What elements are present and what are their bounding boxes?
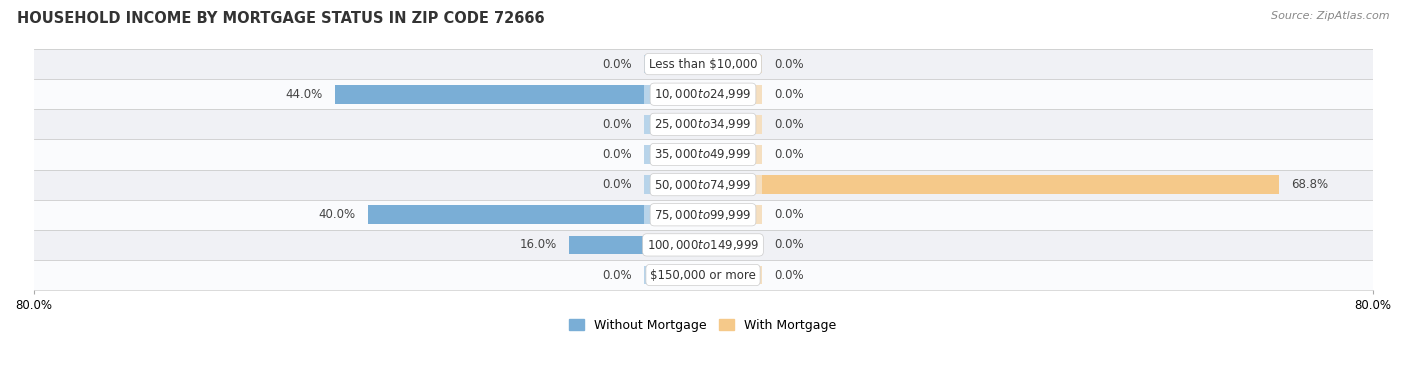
Bar (703, 145, 762, 164)
Bar (644, 266, 703, 284)
Text: $75,000 to $99,999: $75,000 to $99,999 (654, 208, 752, 222)
Bar (34, 230, 1372, 260)
Bar (644, 145, 703, 164)
Text: $50,000 to $74,999: $50,000 to $74,999 (654, 178, 752, 192)
Text: 0.0%: 0.0% (602, 57, 631, 71)
Text: 0.0%: 0.0% (602, 268, 631, 282)
Text: 40.0%: 40.0% (319, 208, 356, 221)
Bar (569, 235, 703, 254)
Text: $100,000 to $149,999: $100,000 to $149,999 (647, 238, 759, 252)
Text: 0.0%: 0.0% (775, 239, 804, 251)
Text: Less than $10,000: Less than $10,000 (648, 57, 758, 71)
Bar (644, 205, 703, 224)
Text: 0.0%: 0.0% (775, 57, 804, 71)
Text: $150,000 or more: $150,000 or more (650, 268, 756, 282)
Bar (34, 109, 1372, 139)
Text: 16.0%: 16.0% (519, 239, 557, 251)
Legend: Without Mortgage, With Mortgage: Without Mortgage, With Mortgage (564, 314, 842, 337)
Text: 0.0%: 0.0% (602, 118, 631, 131)
Text: 0.0%: 0.0% (775, 88, 804, 101)
Bar (34, 49, 1372, 79)
Text: 0.0%: 0.0% (775, 148, 804, 161)
Text: HOUSEHOLD INCOME BY MORTGAGE STATUS IN ZIP CODE 72666: HOUSEHOLD INCOME BY MORTGAGE STATUS IN Z… (17, 11, 544, 26)
Text: 68.8%: 68.8% (1291, 178, 1329, 191)
Bar (644, 115, 703, 134)
Bar (34, 200, 1372, 230)
Bar (703, 115, 762, 134)
Bar (703, 55, 762, 73)
Bar (34, 170, 1372, 200)
Text: $10,000 to $24,999: $10,000 to $24,999 (654, 87, 752, 101)
Text: 0.0%: 0.0% (775, 118, 804, 131)
Bar (703, 205, 762, 224)
Text: $25,000 to $34,999: $25,000 to $34,999 (654, 117, 752, 132)
Bar (34, 260, 1372, 290)
Bar (703, 266, 762, 284)
Text: Source: ZipAtlas.com: Source: ZipAtlas.com (1271, 11, 1389, 21)
Bar (703, 175, 1279, 194)
Text: 0.0%: 0.0% (775, 268, 804, 282)
Bar (34, 79, 1372, 109)
Bar (703, 85, 762, 104)
Text: $35,000 to $49,999: $35,000 to $49,999 (654, 147, 752, 161)
Bar (644, 235, 703, 254)
Bar (644, 55, 703, 73)
Bar (335, 85, 703, 104)
Bar (703, 235, 762, 254)
Text: 44.0%: 44.0% (285, 88, 322, 101)
Bar (368, 205, 703, 224)
Text: 0.0%: 0.0% (602, 148, 631, 161)
Text: 0.0%: 0.0% (775, 208, 804, 221)
Bar (644, 85, 703, 104)
Bar (34, 139, 1372, 170)
Bar (644, 175, 703, 194)
Text: 0.0%: 0.0% (602, 178, 631, 191)
Bar (703, 175, 762, 194)
